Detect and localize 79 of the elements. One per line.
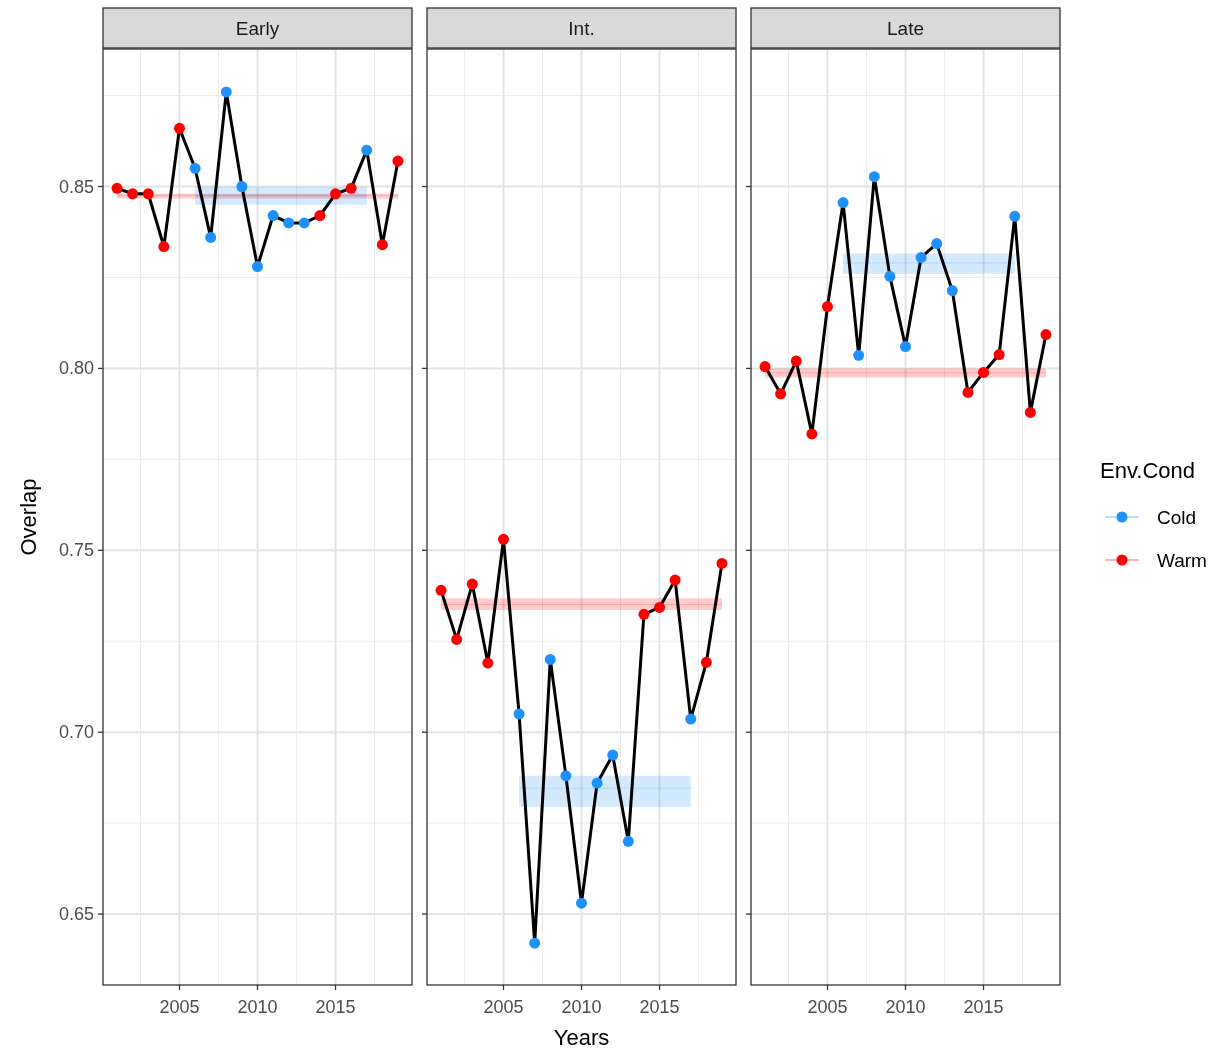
point <box>638 608 650 620</box>
point <box>669 574 681 586</box>
point <box>142 188 154 200</box>
x-axis-title: Years <box>553 1025 610 1050</box>
point <box>868 171 880 183</box>
point <box>1024 406 1036 418</box>
point <box>361 144 373 156</box>
point <box>466 578 478 590</box>
point <box>806 428 818 440</box>
chart-title: Int. <box>568 18 595 39</box>
point <box>1009 210 1021 222</box>
y-tick-label: 0.75 <box>58 540 94 561</box>
legend-label: Cold <box>1157 507 1197 528</box>
x-tick-label: 2015 <box>315 997 356 1017</box>
point <box>513 708 525 720</box>
point <box>622 835 634 847</box>
point <box>189 162 201 174</box>
x-tick-label: 2005 <box>159 997 200 1017</box>
point <box>267 210 279 222</box>
legend-title: Env.Cond <box>1100 458 1195 483</box>
point <box>900 341 911 353</box>
point <box>978 366 990 378</box>
point <box>345 182 357 194</box>
point <box>946 285 958 297</box>
point <box>435 584 447 596</box>
point <box>962 386 974 398</box>
chart-title: Late <box>887 18 924 39</box>
point <box>931 238 943 250</box>
point <box>497 533 509 545</box>
point <box>482 657 494 669</box>
point <box>127 188 139 200</box>
point <box>376 239 388 251</box>
point <box>884 270 896 282</box>
point <box>576 897 587 909</box>
point <box>654 601 666 613</box>
point <box>205 231 217 243</box>
y-tick-label: 0.85 <box>58 176 94 197</box>
point <box>252 261 263 273</box>
y-tick-label: 0.70 <box>58 722 94 743</box>
point <box>759 361 771 373</box>
point <box>236 181 248 193</box>
point <box>560 770 572 782</box>
point <box>700 656 712 668</box>
point <box>837 197 849 209</box>
point <box>111 182 123 194</box>
point <box>915 251 927 263</box>
x-tick-label: 2005 <box>807 997 848 1017</box>
point <box>173 122 185 134</box>
chart-title: Early <box>235 18 280 39</box>
point <box>993 349 1005 361</box>
point <box>790 355 802 367</box>
point <box>685 713 697 725</box>
point <box>591 777 603 789</box>
point <box>314 210 326 222</box>
legend-label: Warm <box>1157 550 1207 571</box>
point <box>330 188 342 200</box>
point <box>392 155 404 167</box>
x-tick-label: 2005 <box>483 997 524 1017</box>
point <box>298 217 310 229</box>
point <box>607 749 619 761</box>
point <box>220 86 232 98</box>
point <box>1040 329 1052 341</box>
x-tick-label: 2010 <box>237 997 278 1017</box>
y-axis-title: Overlap <box>16 478 41 556</box>
point <box>158 241 170 253</box>
point <box>544 653 556 665</box>
y-tick-label: 0.65 <box>58 904 94 925</box>
x-tick-label: 2015 <box>963 997 1004 1017</box>
x-tick-label: 2010 <box>885 997 926 1017</box>
point <box>775 388 787 400</box>
y-tick-label: 0.80 <box>58 358 94 379</box>
point <box>853 349 865 361</box>
point <box>283 217 295 229</box>
point <box>716 557 728 569</box>
point <box>451 633 463 645</box>
x-tick-label: 2010 <box>561 997 602 1017</box>
point <box>529 937 541 949</box>
x-tick-label: 2015 <box>639 997 680 1017</box>
point <box>821 301 833 313</box>
